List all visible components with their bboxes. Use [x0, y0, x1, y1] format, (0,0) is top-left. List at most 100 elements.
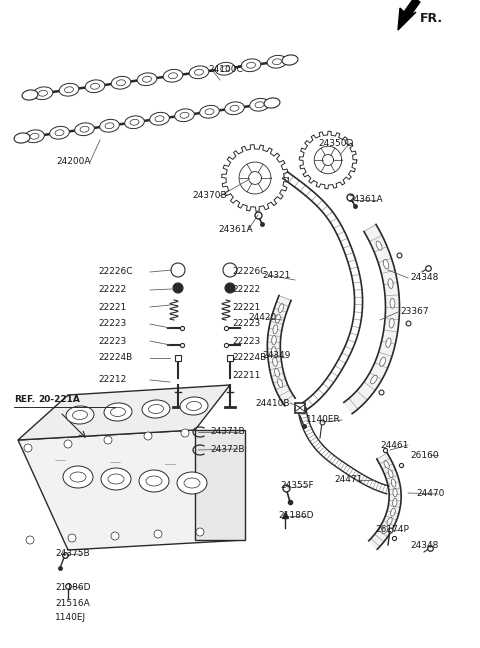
- Circle shape: [173, 283, 183, 293]
- Ellipse shape: [276, 314, 280, 323]
- Text: 24200A: 24200A: [56, 157, 91, 167]
- Ellipse shape: [387, 518, 392, 526]
- Circle shape: [223, 263, 237, 277]
- Ellipse shape: [272, 347, 276, 356]
- Ellipse shape: [111, 76, 131, 89]
- Text: 26174P: 26174P: [375, 526, 409, 535]
- Ellipse shape: [33, 87, 53, 100]
- Text: 23367: 23367: [400, 308, 429, 316]
- Ellipse shape: [146, 476, 162, 486]
- Text: 24375B: 24375B: [55, 550, 90, 559]
- Ellipse shape: [163, 69, 183, 82]
- Ellipse shape: [273, 325, 278, 334]
- Ellipse shape: [100, 119, 120, 132]
- Ellipse shape: [177, 472, 207, 494]
- Circle shape: [111, 532, 119, 540]
- Text: 24471: 24471: [334, 476, 362, 485]
- Text: 22222: 22222: [98, 286, 126, 294]
- Ellipse shape: [139, 470, 169, 492]
- Ellipse shape: [24, 130, 44, 143]
- Polygon shape: [18, 430, 245, 550]
- Ellipse shape: [101, 468, 131, 490]
- Text: 21186D: 21186D: [278, 511, 313, 520]
- Text: 22211: 22211: [232, 371, 260, 380]
- Ellipse shape: [200, 106, 219, 118]
- Ellipse shape: [215, 62, 235, 75]
- Ellipse shape: [386, 338, 391, 347]
- Ellipse shape: [184, 478, 200, 488]
- Ellipse shape: [104, 403, 132, 421]
- Ellipse shape: [230, 105, 239, 111]
- Ellipse shape: [66, 406, 94, 424]
- Ellipse shape: [282, 55, 298, 65]
- Polygon shape: [195, 430, 245, 540]
- Ellipse shape: [105, 122, 114, 129]
- Polygon shape: [398, 0, 420, 30]
- Ellipse shape: [168, 73, 178, 78]
- Ellipse shape: [205, 109, 214, 115]
- Ellipse shape: [70, 472, 86, 482]
- Ellipse shape: [175, 109, 194, 122]
- Ellipse shape: [142, 400, 170, 418]
- Ellipse shape: [388, 279, 393, 288]
- Polygon shape: [267, 295, 295, 406]
- Ellipse shape: [137, 73, 157, 86]
- Ellipse shape: [273, 358, 277, 367]
- Ellipse shape: [220, 66, 229, 72]
- Ellipse shape: [390, 298, 395, 308]
- Circle shape: [104, 436, 112, 444]
- Ellipse shape: [80, 126, 89, 132]
- Ellipse shape: [225, 102, 244, 115]
- Text: 22222: 22222: [232, 286, 260, 294]
- Text: 24361A: 24361A: [218, 226, 252, 235]
- Text: 21186D: 21186D: [55, 583, 91, 592]
- Text: 22224B: 22224B: [98, 354, 132, 362]
- Ellipse shape: [380, 357, 385, 366]
- Text: 24372B: 24372B: [210, 445, 244, 454]
- Ellipse shape: [376, 241, 382, 250]
- Text: 22223: 22223: [232, 319, 260, 329]
- Ellipse shape: [272, 336, 276, 345]
- Ellipse shape: [117, 80, 125, 86]
- Text: 1140ER: 1140ER: [306, 415, 341, 424]
- Ellipse shape: [393, 489, 397, 497]
- Ellipse shape: [75, 123, 95, 135]
- Ellipse shape: [22, 90, 38, 100]
- Text: 22224B: 22224B: [232, 354, 266, 362]
- Polygon shape: [369, 453, 401, 550]
- Ellipse shape: [250, 98, 269, 111]
- Text: 20-221A: 20-221A: [38, 395, 80, 404]
- Ellipse shape: [49, 126, 69, 139]
- Text: 24370B: 24370B: [192, 192, 227, 200]
- Text: 22226C: 22226C: [98, 268, 132, 277]
- Ellipse shape: [110, 408, 125, 417]
- Text: 24470: 24470: [416, 489, 444, 498]
- Ellipse shape: [59, 84, 79, 96]
- Ellipse shape: [275, 368, 279, 377]
- Polygon shape: [18, 385, 230, 440]
- Ellipse shape: [384, 461, 389, 469]
- Text: 24349: 24349: [262, 351, 290, 360]
- Text: 24321: 24321: [262, 270, 290, 279]
- Ellipse shape: [391, 479, 396, 487]
- Ellipse shape: [55, 130, 64, 135]
- Ellipse shape: [91, 84, 99, 89]
- Ellipse shape: [155, 116, 164, 122]
- Text: 1140EJ: 1140EJ: [55, 614, 86, 623]
- Text: 26160: 26160: [410, 450, 439, 459]
- Text: 24410B: 24410B: [255, 399, 289, 408]
- Ellipse shape: [189, 66, 209, 78]
- Circle shape: [26, 536, 34, 544]
- Text: 24348: 24348: [410, 273, 438, 283]
- Ellipse shape: [148, 404, 164, 413]
- Text: 24461: 24461: [380, 441, 408, 450]
- Ellipse shape: [247, 62, 255, 68]
- Ellipse shape: [371, 375, 377, 384]
- Circle shape: [64, 440, 72, 448]
- Ellipse shape: [130, 119, 139, 125]
- Ellipse shape: [85, 80, 105, 93]
- Text: 21516A: 21516A: [55, 599, 90, 608]
- Ellipse shape: [273, 59, 281, 65]
- Ellipse shape: [389, 318, 394, 328]
- Ellipse shape: [180, 397, 208, 415]
